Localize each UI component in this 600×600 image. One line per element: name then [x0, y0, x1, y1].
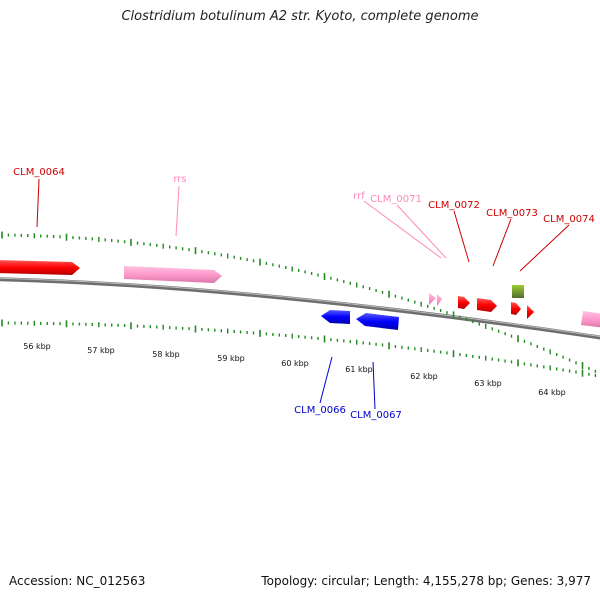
leader-line-clm0071 — [396, 204, 447, 259]
scale-label-62kbp: 62 kbp — [410, 372, 438, 381]
genome-backbone — [0, 277, 600, 340]
scale-label-60kbp: 60 kbp — [281, 359, 309, 368]
scale-label-63kbp: 63 kbp — [474, 379, 502, 388]
gene-feature-red-small[interactable] — [527, 305, 534, 319]
accession-text: Accession: NC_012563 — [9, 574, 146, 588]
scale-label-56kbp: 56 kbp — [23, 342, 51, 351]
genome-summary-text: Topology: circular; Length: 4,155,278 bp… — [261, 574, 591, 588]
leader-line-rrf — [363, 200, 442, 259]
gene-feature-rrf[interactable] — [429, 293, 436, 305]
gene-feature-clm0073[interactable] — [477, 298, 497, 312]
gene-feature-clm0064[interactable] — [0, 260, 80, 275]
gene-feature-clm0067[interactable] — [356, 313, 399, 330]
gene-feature-clm0071[interactable] — [437, 294, 442, 306]
gene-feature-clm0066[interactable] — [321, 310, 350, 324]
inner-tick-marks — [1, 319, 597, 377]
gene-feature-rrs[interactable] — [124, 266, 222, 283]
leader-line-clm0074 — [519, 224, 570, 272]
gene-feature-clm0072[interactable] — [458, 296, 470, 309]
gene-label-rrs: rrs — [173, 174, 186, 185]
gene-feature-rna-right[interactable] — [581, 311, 600, 328]
gene-label-clm0071: CLM_0071 — [370, 194, 422, 205]
scale-label-64kbp: 64 kbp — [538, 388, 566, 397]
gene-label-clm0066: CLM_0066 — [294, 405, 346, 416]
leader-line-rrs — [175, 185, 180, 237]
scale-label-57kbp: 57 kbp — [87, 346, 115, 355]
other-feature-green[interactable] — [512, 285, 524, 298]
gene-label-clm0074: CLM_0074 — [543, 214, 595, 225]
gene-label-clm0064: CLM_0064 — [13, 167, 65, 178]
leader-line-clm0067 — [372, 361, 376, 410]
outer-tick-marks — [1, 231, 597, 373]
leader-line-clm0064 — [36, 178, 40, 228]
gene-feature-clm0074[interactable] — [511, 302, 521, 315]
leader-line-clm0073 — [492, 218, 512, 267]
gene-label-clm0072: CLM_0072 — [428, 200, 480, 211]
scale-label-58kbp: 58 kbp — [152, 350, 180, 359]
genome-backbone-highlight — [0, 277, 600, 338]
gene-label-clm0067: CLM_0067 — [350, 410, 402, 421]
genome-title: Clostridium botulinum A2 str. Kyoto, com… — [121, 9, 479, 24]
gene-label-rrf: rrf — [353, 191, 365, 202]
gene-label-clm0073: CLM_0073 — [486, 208, 538, 219]
scale-label-61kbp: 61 kbp — [345, 365, 373, 374]
scale-label-59kbp: 59 kbp — [217, 354, 245, 363]
leader-line-clm0072 — [453, 210, 470, 263]
leader-line-clm0066 — [319, 356, 333, 404]
